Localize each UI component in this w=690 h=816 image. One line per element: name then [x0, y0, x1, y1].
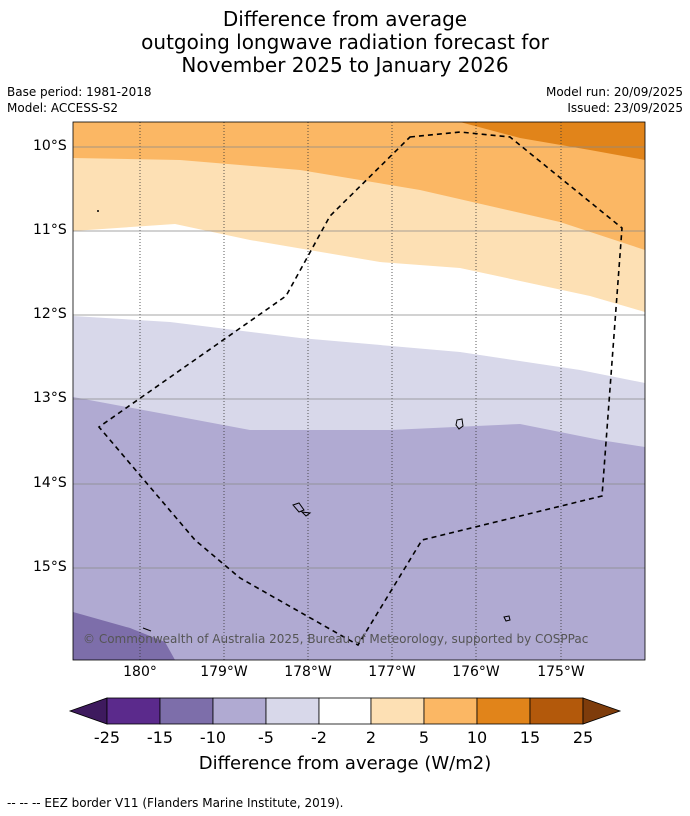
map-title: Difference from average outgoing longwav… — [0, 8, 690, 77]
lon-label: 180° — [123, 664, 157, 680]
eez-border — [97, 131, 623, 647]
colorbar-tick-label: 10 — [466, 728, 488, 747]
copyright-notice: © Commonwealth of Australia 2025, Bureau… — [83, 632, 589, 646]
title-line-1: Difference from average — [222, 7, 468, 31]
colorbar-segment — [529, 697, 584, 725]
lat-label: 15°S — [33, 559, 67, 575]
lon-label: 178°W — [284, 664, 332, 680]
colorbar-tick-label: -2 — [311, 728, 327, 747]
title-line-2: outgoing longwave radiation forecast for — [141, 30, 549, 54]
lat-label: 13°S — [33, 390, 67, 406]
colorbar-extend-low — [68, 697, 108, 725]
lat-label: 14°S — [33, 475, 67, 491]
island-small-west — [142, 627, 152, 632]
title-line-3: November 2025 to January 2026 — [181, 53, 509, 77]
base-period: Base period: 1981-2018 — [7, 85, 152, 99]
colorbar-tick-label: 5 — [418, 728, 430, 747]
meta-right: Model run: 20/09/2025 Issued: 23/09/2025 — [546, 84, 683, 116]
model-name: Model: ACCESS-S2 — [7, 101, 119, 115]
colorbar-extend-high — [582, 697, 622, 725]
band-plus5 — [73, 122, 645, 250]
map-frame — [72, 121, 646, 661]
lon-label: 176°W — [452, 664, 500, 680]
colorbar-tick-label: -15 — [146, 728, 174, 747]
map-area — [73, 122, 645, 660]
lat-label: 10°S — [33, 138, 67, 154]
lat-label: 11°S — [33, 222, 67, 238]
meta-left: Base period: 1981-2018 Model: ACCESS-S2 — [7, 84, 152, 116]
lon-label: 175°W — [537, 664, 585, 680]
eez-legend: -- -- -- EEZ border V11 (Flanders Marine… — [7, 796, 344, 810]
colorbar-tick-label: -25 — [93, 728, 121, 747]
island-small-east — [503, 615, 511, 622]
issued-date: Issued: 23/09/2025 — [567, 101, 683, 115]
colorbar-segment — [106, 697, 161, 725]
lat-label: 12°S — [33, 306, 67, 322]
colorbar — [68, 697, 622, 725]
island-wallis — [292, 502, 312, 517]
colorbar-title: Difference from average (W/m2) — [198, 753, 492, 774]
model-run: Model run: 20/09/2025 — [545, 85, 683, 99]
colorbar-segment — [265, 697, 320, 725]
colorbar-tick-label: -5 — [258, 728, 274, 747]
colorbar-segment — [212, 697, 267, 725]
island-dot — [97, 210, 99, 212]
latitude-gridlines — [73, 146, 645, 569]
band-plus10 — [460, 122, 645, 160]
colorbar-tick-label: 25 — [572, 728, 594, 747]
colorbar-tick-label: 15 — [519, 728, 541, 747]
island-niuafoou — [455, 418, 464, 430]
lon-label: 177°W — [368, 664, 416, 680]
colorbar-tick-label: 2 — [365, 728, 377, 747]
lon-label: 179°W — [200, 664, 248, 680]
colorbar-segment — [159, 697, 214, 725]
colorbar-segment — [476, 697, 531, 725]
colorbar-tick-label: -10 — [199, 728, 227, 747]
colorbar-segment — [370, 697, 425, 725]
band-minus15 — [73, 612, 175, 660]
colorbar-segment — [423, 697, 478, 725]
colorbar-segment — [318, 697, 372, 725]
